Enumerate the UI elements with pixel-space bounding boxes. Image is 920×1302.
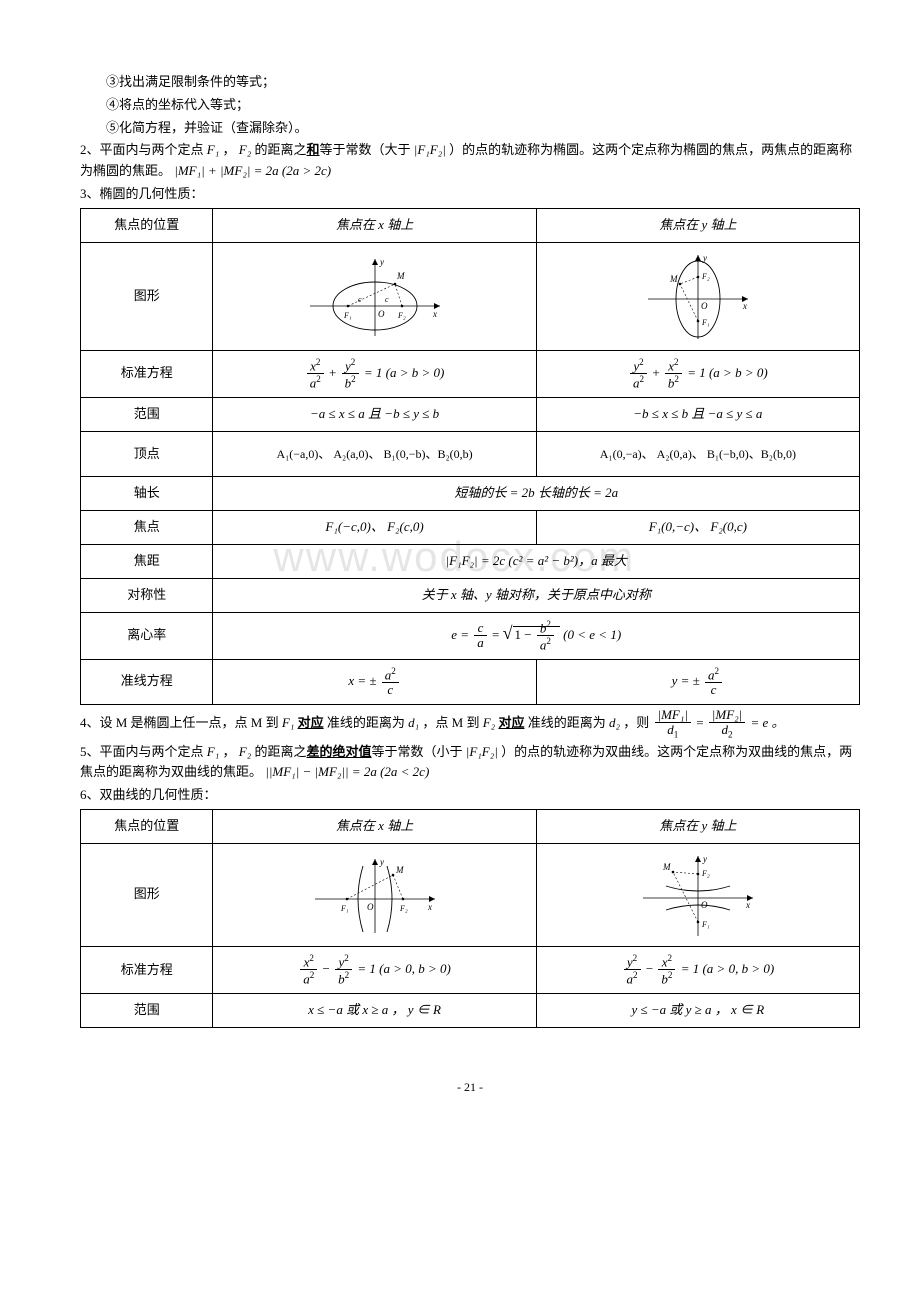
t1-r9: 离心率 [81, 612, 213, 659]
svg-text:M: M [669, 274, 678, 284]
top-list: ③找出满足限制条件的等式； ④将点的坐标代入等式； ⑤化简方程，并验证（查漏除杂… [80, 72, 860, 138]
para-4: 4、设 M 是椭圆上任一点，点 M 到 F₁ 对应 准线的距离为 d₁ ，点 M… [80, 708, 860, 740]
svg-text:F₂: F₂ [399, 904, 408, 913]
svg-text:F₁: F₁ [343, 311, 352, 320]
symmetry: 关于 x 轴、y 轴对称，关于原点中心对称 [422, 587, 651, 602]
eq-ellipse-y: y2a2 + x2b2 = 1 (a > b > 0) [536, 350, 859, 397]
underline-diff: 差的绝对值 [306, 744, 371, 759]
svg-text:y: y [702, 854, 707, 864]
hyperbola-table: 焦点的位置 焦点在 x 轴上 焦点在 y 轴上 图形 M F₁ F₂ O x [80, 809, 860, 1028]
t2-r1: 图形 [81, 843, 213, 946]
t1-r1: 图形 [81, 242, 213, 350]
f2: F₂ [239, 142, 251, 157]
range-y: −b ≤ x ≤ b 且 −a ≤ y ≤ a [633, 406, 762, 421]
svg-text:F₁: F₁ [701, 318, 710, 327]
vertex-y: A₁(0,−a)、 A₂(0,a)、 B₁(−b,0)、B₂(b,0) [600, 447, 796, 461]
t1-r2: 标准方程 [81, 350, 213, 397]
svg-text:y: y [702, 253, 707, 263]
svg-text:F₂: F₂ [701, 869, 710, 878]
focus-y: F₁(0,−c)、 F₂(0,c) [649, 519, 747, 534]
vertex-x: A₁(−a,0)、 A₂(a,0)、 B₁(0,−b)、B₂(0,b) [276, 447, 472, 461]
svg-text:c: c [358, 295, 362, 304]
mf-eq: |MF₁| + |MF₂| = 2a (2a > 2c) [174, 163, 331, 178]
svg-text:O: O [378, 309, 385, 319]
f1f2: |F₁F₂| [414, 142, 446, 157]
axis-len: 短轴的长 = 2b 长轴的长 = 2a [454, 485, 618, 500]
t2-hy: 焦点在 y 轴上 [659, 818, 736, 833]
t1-r4: 顶点 [81, 431, 213, 477]
t1-r8: 对称性 [81, 578, 213, 612]
t1-hy: 焦点在 y 轴上 [659, 217, 736, 232]
t1-hx: 焦点在 x 轴上 [336, 217, 413, 232]
hyperbola-x-figure: M F₁ F₂ O x y [213, 843, 536, 946]
t1-r10: 准线方程 [81, 659, 213, 704]
t1-r3: 范围 [81, 397, 213, 431]
svg-text:x: x [432, 309, 437, 319]
line-4: ④将点的坐标代入等式； [106, 95, 860, 116]
hyperbola-y-figure: M F₂ F₁ O x y [536, 843, 859, 946]
ellipse-x-figure: M F₁ F₂ O x y c c [213, 242, 536, 350]
line-3: ③找出满足限制条件的等式； [106, 72, 860, 93]
svg-text:y: y [379, 257, 384, 267]
hyp-range-y: y ≤ −a 或 y ≥ a ， x ∈ R [631, 1002, 764, 1017]
page-number: - 21 - [80, 1078, 860, 1097]
eq-hyp-x: x2a2 − y2b2 = 1 (a > 0, b > 0) [213, 946, 536, 993]
svg-text:F₁: F₁ [701, 920, 710, 929]
svg-text:O: O [701, 900, 708, 910]
svg-text:x: x [745, 900, 750, 910]
focal-dist: |F₁F₂| = 2c (c² = a² − b²)，a 最大 [446, 553, 627, 568]
mf2-eq: ||MF₁| − |MF₂|| = 2a (2a < 2c) [265, 764, 429, 779]
ellipse-table: 焦点的位置 焦点在 x 轴上 焦点在 y 轴上 图形 M F₁ F₂ O x y [80, 208, 860, 705]
f1: F₁ [207, 142, 219, 157]
svg-text:c: c [385, 295, 389, 304]
hyp-range-x: x ≤ −a 或 x ≥ a ， y ∈ R [308, 1002, 441, 1017]
page-content: ③找出满足限制条件的等式； ④将点的坐标代入等式； ⑤化简方程，并验证（查漏除杂… [80, 72, 860, 1097]
directrix-y: y = ± a2c [536, 659, 859, 704]
t2-h0: 焦点的位置 [81, 810, 213, 844]
t1-h0: 焦点的位置 [81, 208, 213, 242]
svg-text:y: y [379, 857, 384, 867]
t2-hx: 焦点在 x 轴上 [336, 818, 413, 833]
svg-text:x: x [742, 301, 747, 311]
eccentricity: e = ca = √1 − b2a2 (0 < e < 1) [213, 612, 860, 659]
eq-hyp-y: y2a2 − x2b2 = 1 (a > 0, b > 0) [536, 946, 859, 993]
svg-text:M: M [396, 271, 405, 281]
svg-text:F₂: F₂ [701, 272, 710, 281]
t1-r7: 焦距 [81, 545, 213, 579]
svg-text:M: M [395, 865, 404, 875]
svg-text:x: x [427, 902, 432, 912]
para-5: 5、平面内与两个定点 F₁ ， F₂ 的距离之差的绝对值等于常数（小于 |F₁F… [80, 742, 860, 784]
svg-text:O: O [701, 301, 708, 311]
underline-sum: 和 [306, 142, 319, 157]
focus-x: F₁(−c,0)、 F₂(c,0) [325, 519, 423, 534]
directrix-x: x = ± a2c [213, 659, 536, 704]
line-5: ⑤化简方程，并验证（查漏除杂）。 [106, 118, 860, 139]
para-6: 6、双曲线的几何性质： [80, 785, 860, 806]
svg-text:F₂: F₂ [397, 311, 406, 320]
para-3: 3、椭圆的几何性质： [80, 184, 860, 205]
ellipse-y-figure: M F₂ F₁ O x y [536, 242, 859, 350]
svg-text:M: M [662, 862, 671, 872]
svg-text:F₁: F₁ [340, 904, 349, 913]
para-2: 2、平面内与两个定点 F₁ ， F₂ 的距离之和等于常数（大于 |F₁F₂| ）… [80, 140, 860, 182]
eq-ellipse-x: x2a2 + y2b2 = 1 (a > b > 0) [213, 350, 536, 397]
range-x: −a ≤ x ≤ a 且 −b ≤ y ≤ b [310, 406, 439, 421]
t1-r5: 轴长 [81, 477, 213, 511]
t1-r6: 焦点 [81, 511, 213, 545]
t2-r2: 标准方程 [81, 946, 213, 993]
svg-text:O: O [367, 902, 374, 912]
t2-r3: 范围 [81, 994, 213, 1028]
